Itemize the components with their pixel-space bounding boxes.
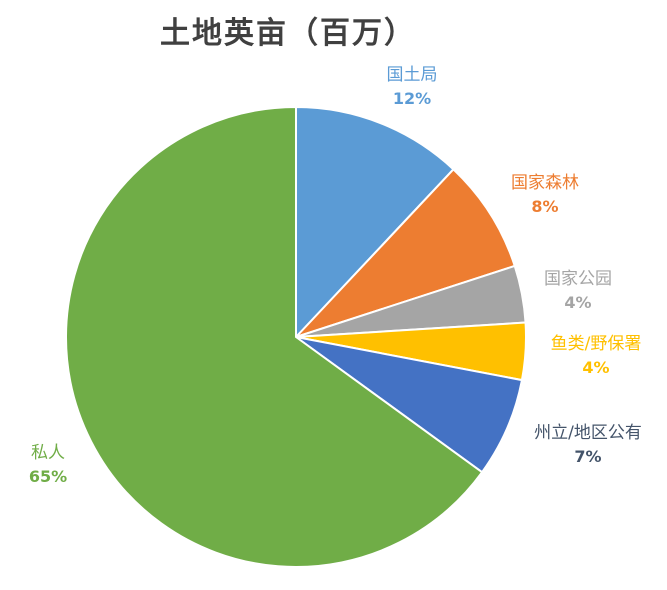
slice-label-state-local: 州立/地区公有 xyxy=(534,423,642,443)
pie-slice-private xyxy=(65,105,484,568)
slice-label-private: 私人 xyxy=(31,443,65,463)
slice-value-national-forest: 8% xyxy=(531,197,558,216)
slice-label-blm: 国土局 xyxy=(387,65,438,85)
pie-slices xyxy=(65,105,527,568)
slice-label-national-forest: 国家森林 xyxy=(511,173,579,193)
slice-value-fish-wildlife: 4% xyxy=(582,358,609,377)
slice-value-private: 65% xyxy=(29,467,67,486)
pie-labels: 国土局 12% 国家森林 8% 国家公园 4% 鱼类/野保署 4% 州立/地区公有 7% 私人 65% xyxy=(29,65,642,486)
slice-label-national-park: 国家公园 xyxy=(544,269,612,289)
slice-value-state-local: 7% xyxy=(574,447,601,466)
chart-title: 土地英亩（百万） xyxy=(160,16,416,51)
pie-slice-national-forest xyxy=(295,167,517,338)
slice-value-blm: 12% xyxy=(393,89,431,108)
slice-value-national-park: 4% xyxy=(564,293,591,312)
pie-slice-state-local xyxy=(295,336,524,474)
slice-label-fish-wildlife: 鱼类/野保署 xyxy=(551,334,642,354)
pie-slice-blm xyxy=(295,105,455,340)
